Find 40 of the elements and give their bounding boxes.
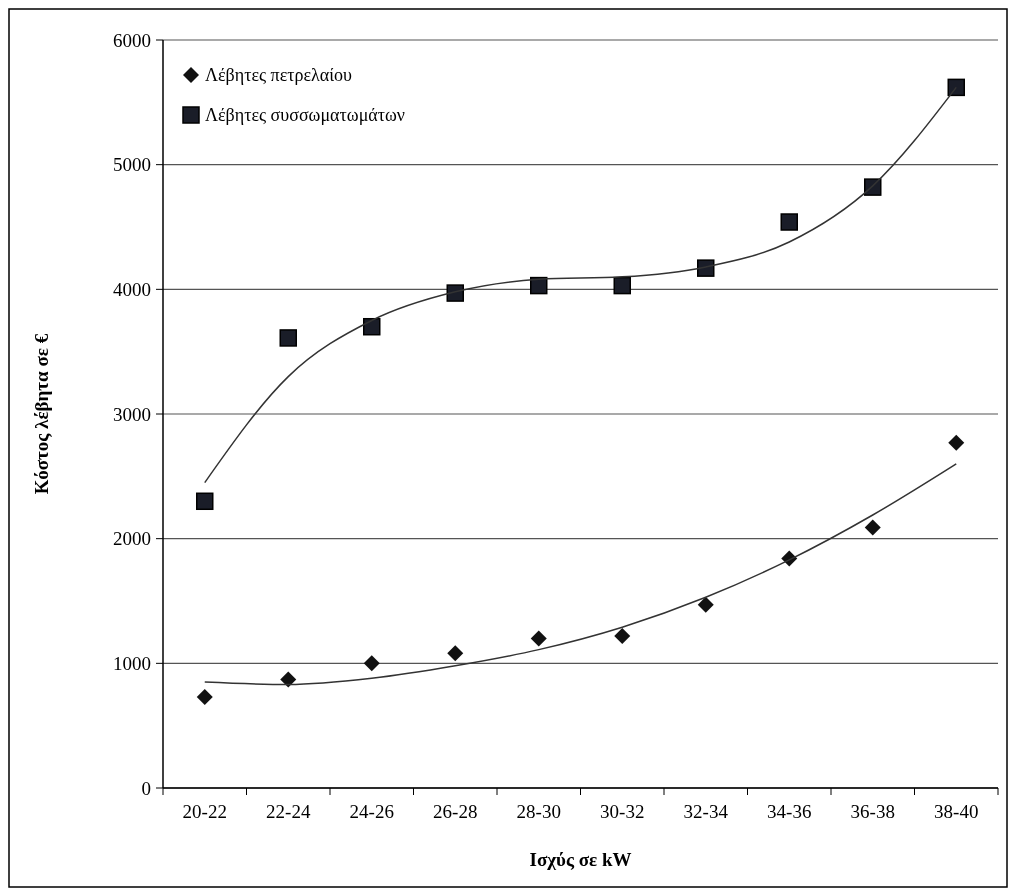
point (613, 276, 631, 295)
point (697, 259, 715, 277)
point (947, 78, 965, 97)
y-tick-label: 1000 (113, 652, 151, 674)
point (447, 645, 464, 662)
y-tick-label: 2000 (113, 528, 151, 550)
x-tick-label: 38-40 (934, 801, 979, 822)
x-tick-label: 24-26 (349, 801, 394, 822)
y-tick-label: 3000 (113, 403, 151, 425)
x-tick-label: 34-36 (767, 801, 812, 822)
point (530, 276, 548, 295)
x-tick-label: 36-38 (850, 801, 895, 822)
x-tick-label: 32-34 (683, 801, 729, 822)
x-tick-label: 26-28 (433, 801, 478, 822)
x-tick-label: 30-32 (600, 801, 645, 822)
point (864, 519, 881, 536)
point (446, 284, 464, 302)
point (948, 434, 965, 451)
point (196, 492, 214, 511)
y-tick-label: 4000 (113, 278, 151, 300)
legend-label: Λέβητες συσσωματωμάτων (205, 105, 405, 126)
x-tick-label: 20-22 (182, 801, 227, 822)
point (196, 688, 213, 705)
y-axis-title: Κόστος λέβητα σε € (31, 333, 52, 495)
point (530, 630, 547, 647)
point (697, 596, 714, 613)
x-axis-title: Ισχύς σε kW (529, 849, 632, 870)
line-series (204, 463, 957, 686)
point (279, 329, 297, 347)
x-tick-label: 28-30 (516, 801, 561, 822)
point (363, 655, 380, 672)
y-tick-label: 0 (141, 777, 151, 799)
point (280, 671, 297, 688)
point (780, 213, 798, 231)
y-tick-label: 5000 (113, 154, 151, 176)
point (614, 627, 631, 644)
y-tick-label: 6000 (113, 29, 151, 51)
point (363, 317, 381, 336)
legend-label: Λέβητες πετρελαίου (205, 65, 353, 86)
x-tick-label: 22-24 (266, 801, 311, 822)
